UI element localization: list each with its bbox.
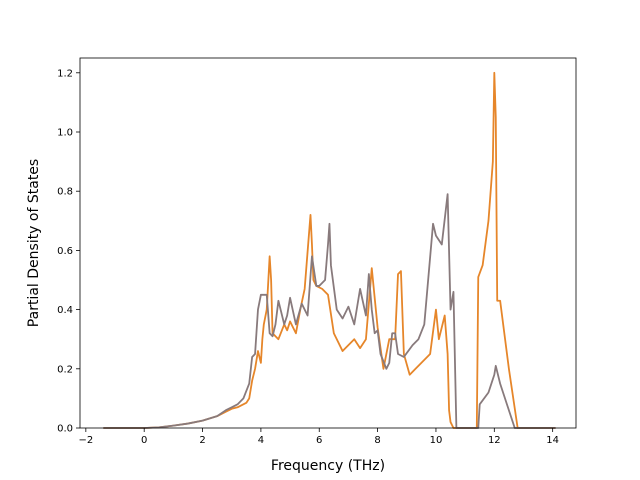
x-tick-label: 4 [258, 435, 264, 446]
y-tick-label: 1.2 [57, 68, 73, 79]
y-tick-label: 0.4 [57, 305, 73, 316]
y-tick-label: 0.0 [57, 424, 73, 435]
x-tick-label: 12 [488, 435, 501, 446]
series-line-2 [103, 193, 556, 429]
plot-frame [79, 57, 577, 429]
x-axis-label: Frequency (THz) [271, 458, 385, 474]
x-tick-label: 14 [546, 435, 559, 446]
y-tick-label: 0.8 [57, 187, 73, 198]
y-tick-label: 1.0 [57, 128, 73, 139]
x-tick-label: 2 [199, 435, 205, 446]
x-tick-label: 10 [430, 435, 443, 446]
y-tick-label: 0.6 [57, 246, 73, 257]
x-axis: −2 0 2 4 6 8 10 12 14 [78, 428, 559, 446]
y-tick-label: 0.2 [57, 364, 73, 375]
y-axis-label: Partial Density of States [26, 159, 42, 327]
x-tick-label: 0 [141, 435, 147, 446]
x-tick-label: 8 [374, 435, 380, 446]
x-tick-label: −2 [78, 435, 93, 446]
y-axis: 0.0 0.2 0.4 0.6 0.8 1.0 1.2 [57, 68, 80, 435]
x-tick-label: 6 [316, 435, 322, 446]
